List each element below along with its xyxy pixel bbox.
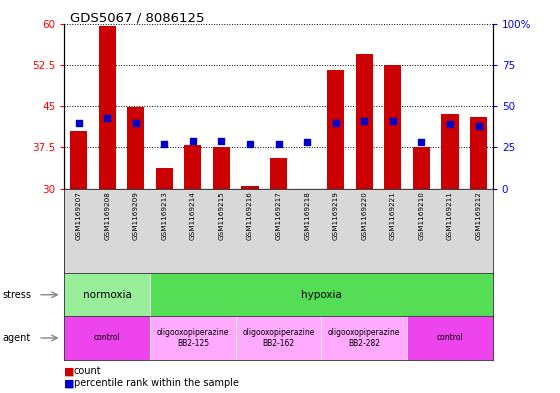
Text: hypoxia: hypoxia [301,290,342,300]
Text: GSM1169218: GSM1169218 [304,191,310,240]
Point [103,114,112,121]
Bar [356,54,373,189]
Text: GSM1169220: GSM1169220 [361,191,367,240]
Bar [470,117,487,189]
Point [446,121,455,127]
Point [245,141,254,147]
Point [474,123,483,129]
Bar [236,316,321,360]
Text: oligooxopiperazine
BB2-125: oligooxopiperazine BB2-125 [157,328,229,348]
Bar [156,168,173,189]
Bar [327,70,344,189]
Point [160,141,169,147]
Bar [270,158,287,189]
Bar [321,316,407,360]
Bar [99,26,116,189]
Text: percentile rank within the sample: percentile rank within the sample [74,378,239,388]
Text: normoxia: normoxia [83,290,132,300]
Bar [127,107,144,189]
Bar [407,316,493,360]
Text: control: control [437,334,463,342]
Text: control: control [94,334,120,342]
Point [302,139,311,145]
Text: GDS5067 / 8086125: GDS5067 / 8086125 [70,12,204,25]
Text: ■: ■ [64,366,75,376]
Text: GSM1169209: GSM1169209 [133,191,139,240]
Point [331,119,340,126]
Point [74,119,83,126]
Point [417,139,426,145]
Point [188,138,198,144]
Bar [64,273,150,316]
Bar [64,316,150,360]
Bar [70,131,87,189]
Text: GSM1169208: GSM1169208 [104,191,110,240]
Text: GSM1169217: GSM1169217 [276,191,282,240]
Text: ■: ■ [64,378,75,388]
Bar [413,147,430,189]
Text: agent: agent [3,333,31,343]
Bar [213,147,230,189]
Text: GSM1169216: GSM1169216 [247,191,253,240]
Point [131,119,140,126]
Bar [150,273,493,316]
Text: GSM1169215: GSM1169215 [218,191,225,240]
Text: GSM1169214: GSM1169214 [190,191,196,240]
Bar [384,65,402,189]
Text: count: count [74,366,101,376]
Bar [184,145,202,189]
Text: stress: stress [3,290,32,300]
Text: GSM1169207: GSM1169207 [76,191,82,240]
Point [217,138,226,144]
Point [360,118,368,124]
Bar [441,114,459,189]
Text: GSM1169211: GSM1169211 [447,191,453,240]
Bar [150,316,236,360]
Text: GSM1169221: GSM1169221 [390,191,396,240]
Text: GSM1169213: GSM1169213 [161,191,167,240]
Text: oligooxopiperazine
BB2-162: oligooxopiperazine BB2-162 [242,328,315,348]
Text: GSM1169219: GSM1169219 [333,191,339,240]
Point [388,118,397,124]
Point [274,141,283,147]
Text: GSM1169212: GSM1169212 [475,191,482,240]
Text: GSM1169210: GSM1169210 [418,191,424,240]
Bar [241,186,259,189]
Text: oligooxopiperazine
BB2-282: oligooxopiperazine BB2-282 [328,328,400,348]
